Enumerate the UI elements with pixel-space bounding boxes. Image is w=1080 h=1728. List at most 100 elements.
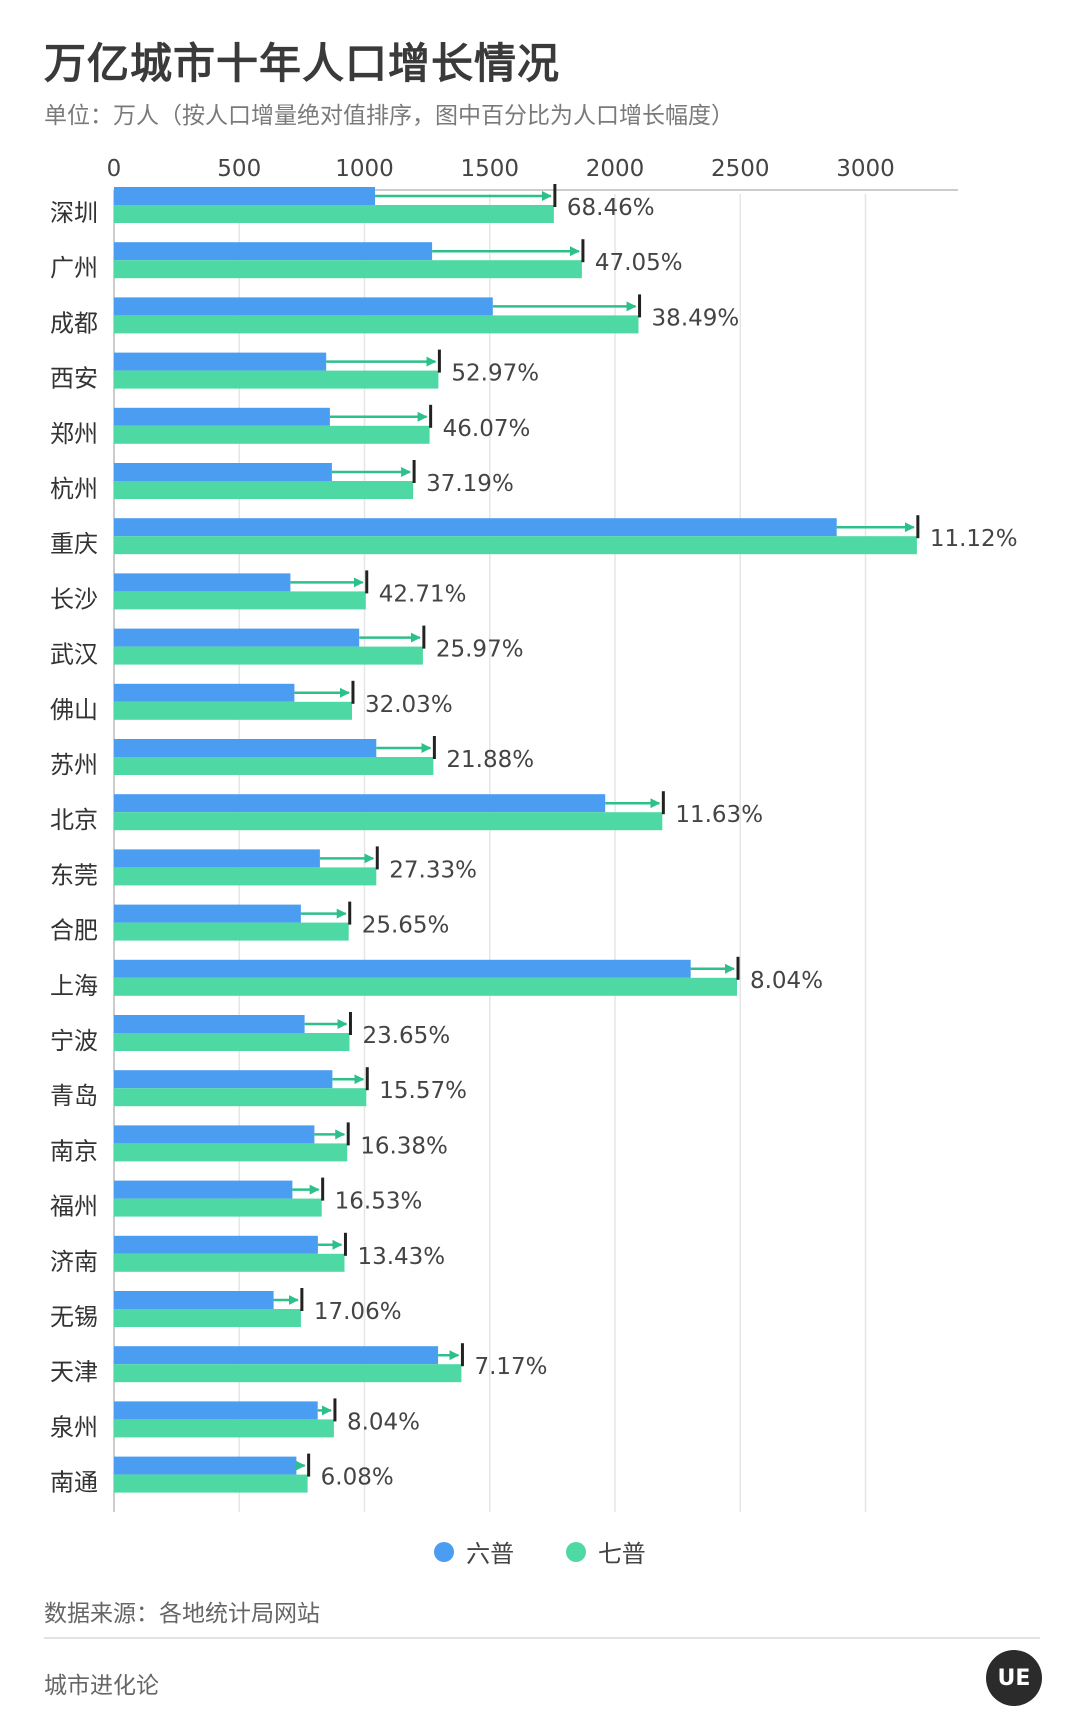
bar-seventh[interactable]	[114, 1198, 322, 1217]
bar-sixth[interactable]	[114, 1125, 315, 1144]
bar-seventh[interactable]	[114, 1419, 334, 1438]
category-label: 广州	[50, 254, 98, 282]
bar-seventh[interactable]	[114, 1253, 345, 1272]
x-tick-label: 2500	[711, 156, 770, 182]
bar-seventh[interactable]	[114, 1088, 367, 1107]
bar-seventh[interactable]	[114, 1033, 350, 1051]
bar-sixth[interactable]	[114, 242, 433, 261]
bar-seventh[interactable]	[114, 922, 349, 941]
bar-sixth[interactable]	[114, 683, 295, 702]
bar-seventh[interactable]	[114, 205, 554, 223]
bar-sixth[interactable]	[114, 959, 691, 978]
legend-label-seventh: 七普	[597, 1540, 646, 1568]
bar-seventh[interactable]	[114, 812, 663, 831]
category-label: 北京	[50, 806, 98, 834]
bar-sixth[interactable]	[114, 1180, 293, 1199]
bar-sixth[interactable]	[114, 1346, 439, 1365]
legend-label-sixth: 六普	[466, 1540, 515, 1568]
category-label: 重庆	[50, 530, 98, 558]
bar-sixth[interactable]	[114, 739, 377, 757]
bar-sixth[interactable]	[114, 1291, 274, 1309]
growth-label: 16.38%	[360, 1133, 448, 1159]
growth-label: 25.65%	[362, 913, 450, 939]
bar-sixth[interactable]	[114, 518, 837, 537]
category-label: 郑州	[50, 420, 98, 448]
bar-seventh[interactable]	[114, 370, 439, 389]
growth-label: 13.43%	[357, 1244, 445, 1270]
growth-label: 23.65%	[362, 1023, 450, 1049]
data-source: 数据来源：各地统计局网站	[44, 1601, 320, 1627]
legend: 六普 七普	[0, 1534, 1080, 1569]
bar-seventh[interactable]	[114, 646, 423, 665]
x-tick-label: 500	[217, 156, 261, 182]
growth-label: 68.46%	[567, 195, 655, 221]
legend-item-seventh[interactable]: 七普	[565, 1534, 646, 1569]
bar-sixth[interactable]	[114, 1401, 318, 1420]
bar-seventh[interactable]	[114, 867, 377, 886]
category-label: 无锡	[50, 1303, 98, 1331]
bar-sixth[interactable]	[114, 1456, 297, 1475]
bar-chart: 0 500 1000 1500 2000 2500 3000 深圳 68.46% 广州 47.05%…	[50, 156, 1018, 1512]
bar-sixth[interactable]	[114, 187, 375, 205]
legend-dot-sixth	[434, 1541, 455, 1562]
bar-sixth[interactable]	[114, 297, 493, 316]
bar-sixth[interactable]	[114, 628, 360, 647]
category-label: 青岛	[50, 1082, 98, 1110]
growth-label: 11.63%	[675, 802, 763, 828]
bar-seventh[interactable]	[114, 481, 414, 499]
bar-sixth[interactable]	[114, 1070, 333, 1089]
bar-sixth[interactable]	[114, 794, 606, 813]
bar-sixth[interactable]	[114, 463, 332, 481]
growth-label: 32.03%	[365, 692, 453, 718]
footer-divider	[44, 1637, 1040, 1639]
growth-label: 6.08%	[321, 1465, 394, 1491]
bar-sixth[interactable]	[114, 849, 320, 868]
growth-label: 16.53%	[335, 1189, 423, 1215]
bar-seventh[interactable]	[114, 315, 639, 334]
category-label: 宁波	[50, 1027, 98, 1055]
bar-seventh[interactable]	[114, 701, 352, 720]
growth-label: 21.88%	[446, 747, 534, 773]
bar-seventh[interactable]	[114, 260, 582, 279]
bar-seventh[interactable]	[114, 977, 737, 996]
category-label: 上海	[50, 972, 98, 1000]
legend-item-sixth[interactable]: 六普	[434, 1534, 514, 1569]
growth-label: 17.06%	[314, 1299, 402, 1325]
growth-label: 27.33%	[389, 857, 477, 883]
chart-subtitle: 单位：万人（按人口增量绝对值排序，图中百分比为人口增长幅度）	[44, 103, 734, 129]
bar-seventh[interactable]	[114, 757, 434, 775]
category-label: 长沙	[50, 585, 98, 613]
growth-label: 37.19%	[426, 471, 514, 497]
chart-title: 万亿城市十年人口增长情况	[44, 39, 561, 88]
x-tick-label: 3000	[836, 156, 895, 182]
bar-sixth[interactable]	[114, 407, 330, 426]
bar-seventh[interactable]	[114, 591, 366, 610]
x-tick-label: 1000	[335, 156, 394, 182]
brand-name: 城市进化论	[44, 1673, 159, 1699]
bar-sixth[interactable]	[114, 1015, 305, 1033]
bar-seventh[interactable]	[114, 536, 917, 555]
growth-label: 8.04%	[347, 1409, 420, 1435]
x-tick-label: 1500	[460, 156, 519, 182]
growth-label: 46.07%	[443, 416, 531, 442]
category-label: 济南	[50, 1248, 98, 1276]
x-tick-label: 2000	[586, 156, 645, 182]
growth-label: 11.12%	[930, 526, 1018, 552]
bar-seventh[interactable]	[114, 1143, 348, 1162]
bar-sixth[interactable]	[114, 573, 291, 592]
bar-sixth[interactable]	[114, 1235, 318, 1254]
category-label: 天津	[50, 1358, 98, 1386]
category-label: 成都	[50, 309, 98, 337]
category-label: 合肥	[50, 917, 98, 945]
growth-label: 7.17%	[474, 1354, 547, 1380]
bar-sixth[interactable]	[114, 904, 301, 923]
bar-seventh[interactable]	[114, 1309, 301, 1327]
growth-label: 42.71%	[379, 581, 467, 607]
bar-seventh[interactable]	[114, 425, 430, 444]
bar-seventh[interactable]	[114, 1474, 308, 1493]
bar-sixth[interactable]	[114, 352, 327, 371]
bar-seventh[interactable]	[114, 1364, 462, 1383]
category-label: 武汉	[50, 641, 98, 669]
growth-label: 38.49%	[652, 305, 740, 331]
brand-logo: UE	[986, 1650, 1042, 1706]
